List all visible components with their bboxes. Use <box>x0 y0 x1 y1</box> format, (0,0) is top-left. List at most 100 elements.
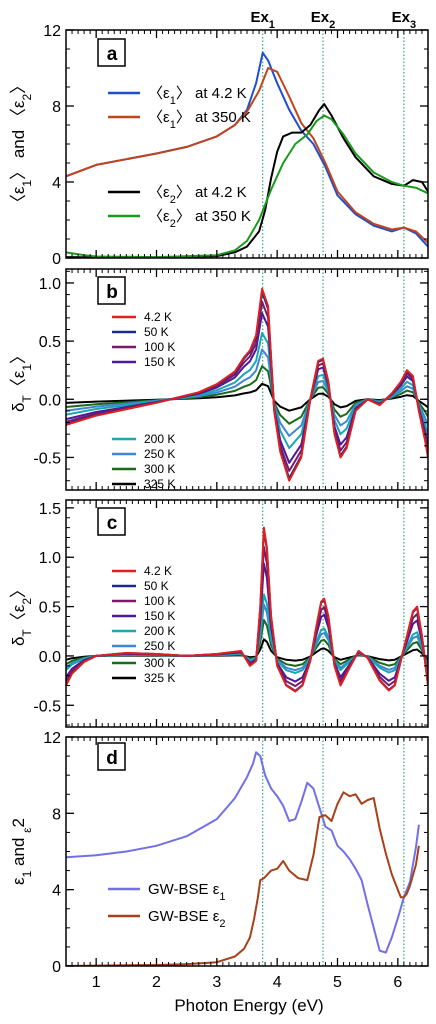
series-group <box>66 526 428 693</box>
y-axis-title-part: δ <box>9 403 28 412</box>
legend-label-part: GW-BSE ε <box>148 881 220 898</box>
panel-label-box <box>97 742 126 771</box>
legend-label: 150 K <box>144 609 175 623</box>
exciton-label-1: Ex1 <box>250 9 274 31</box>
legend-label-sub: 1 <box>219 891 225 903</box>
x-tick-label: 2 <box>152 974 161 991</box>
series-group <box>66 751 420 966</box>
series-line <box>66 103 428 258</box>
series-line <box>66 791 420 966</box>
panel-label-box <box>97 507 126 536</box>
legend-label: 200 K <box>144 432 175 446</box>
y-axis-title-part: 〉 <box>9 581 28 598</box>
exciton-label-sub: 1 <box>269 19 275 31</box>
legend-label: 〈ε1〉 at 350 K <box>148 109 251 131</box>
y-axis-title-part: 1 <box>20 364 34 371</box>
series-group <box>66 287 428 482</box>
y-axis-title: 〈ε1〉 and 〈ε2〉 <box>9 77 34 211</box>
panel-label-box <box>97 276 126 305</box>
legend-label: 50 K <box>144 579 169 593</box>
y-axis-title-part: 〈ε <box>9 604 28 629</box>
y-axis-title-part: 1 <box>20 870 34 877</box>
legend-label-sub: 2 <box>219 918 225 930</box>
legend-label-part: 〉 at 4.2 K <box>176 85 247 102</box>
x-axis-title: Photon Energy (eV) <box>174 996 323 1015</box>
series-line-300k <box>66 365 428 425</box>
y-axis-title-part: T <box>20 629 34 637</box>
legend-label-part: 〈ε <box>148 184 170 201</box>
y-axis-title-part: 〉 and 〈ε <box>9 100 28 180</box>
y-tick-label: 0 <box>52 959 61 976</box>
x-tick-label: 4 <box>273 974 282 991</box>
y-axis-title-part: 〈ε <box>9 370 28 395</box>
legend-label-part: 〈ε <box>148 208 170 225</box>
y-tick-label: 4 <box>52 883 61 900</box>
y-axis-title-part: 2 <box>9 818 28 827</box>
legend-label: GW-BSE ε1 <box>148 881 226 903</box>
panel-label: b <box>106 282 118 303</box>
legend-label-sub: 2 <box>170 194 176 206</box>
exciton-label-sub: 3 <box>410 19 416 31</box>
legend-label-part: 〈ε <box>148 85 170 102</box>
legend-label-sub: 1 <box>170 95 176 107</box>
legend-label: 150 K <box>144 355 175 369</box>
panel-label: a <box>107 44 118 65</box>
legend-label: 〈ε2〉 at 350 K <box>148 208 251 230</box>
y-axis-title-part: 〉 <box>9 77 28 94</box>
y-tick-label: 12 <box>43 730 61 747</box>
exciton-label-3: Ex3 <box>392 9 416 31</box>
panel-label: c <box>107 513 118 534</box>
x-axis: 1 2 3 4 5 6 <box>92 974 403 991</box>
y-tick-label: 1.5 <box>39 501 61 518</box>
legend-label: 250 K <box>144 639 175 653</box>
legend-label: 〈ε1〉 at 4.2 K <box>148 85 247 107</box>
exciton-label-main: Ex <box>250 9 269 26</box>
y-axis-title-part: ε <box>20 827 34 833</box>
y-axis-title: δT〈ε1〉 <box>9 347 34 412</box>
y-axis-title: ε1 and ε2 <box>9 818 34 885</box>
legend-label-sub: 1 <box>170 119 176 131</box>
legend-label: 4.2 K <box>144 310 172 324</box>
y-tick-label: 0.0 <box>39 649 61 666</box>
legend-label-part: 〉 at 4.2 K <box>176 184 247 201</box>
y-axis-title-part: 1 <box>20 180 34 187</box>
exciton-label-sub: 2 <box>329 19 335 31</box>
legend-label: 325 K <box>144 671 175 685</box>
series-line <box>66 114 428 258</box>
y-tick-label: 0 <box>52 251 61 268</box>
y-axis-title-part: 〉 <box>9 347 28 364</box>
legend-label-part: 〉 at 350 K <box>176 109 251 126</box>
y-tick-label: -0.5 <box>33 698 61 715</box>
y-axis-title-part: and <box>9 833 28 871</box>
y-tick-label: 8 <box>52 806 61 823</box>
legend-label: 200 K <box>144 624 175 638</box>
series-line <box>66 751 420 954</box>
legend-label: 100 K <box>144 340 175 354</box>
series-line-200k <box>66 332 428 450</box>
legend-label: GW-BSE ε2 <box>148 908 226 930</box>
x-tick-label: 1 <box>92 974 101 991</box>
series-line-150k <box>66 312 428 464</box>
panel-label-box <box>97 38 126 67</box>
series-line-42k <box>66 526 428 693</box>
x-tick-label: 3 <box>212 974 221 991</box>
series-line-42k <box>66 287 428 482</box>
panel-label: d <box>106 748 118 769</box>
legend-label: 50 K <box>144 325 169 339</box>
legend-label-part: 〈ε <box>148 109 170 126</box>
y-axis-title-part: δ <box>9 637 28 646</box>
legend-label-part: 〉 at 350 K <box>176 208 251 225</box>
legend-label-part: GW-BSE ε <box>148 908 220 925</box>
y-tick-label: -0.5 <box>33 450 61 467</box>
y-axis-title: δT〈ε2〉 <box>9 581 34 646</box>
legend-label: 300 K <box>144 656 175 670</box>
legend-label: 250 K <box>144 447 175 461</box>
y-tick-label: 0.5 <box>39 334 61 351</box>
legend-label: 〈ε2〉 at 4.2 K <box>148 184 247 206</box>
x-tick-label: 5 <box>333 974 342 991</box>
